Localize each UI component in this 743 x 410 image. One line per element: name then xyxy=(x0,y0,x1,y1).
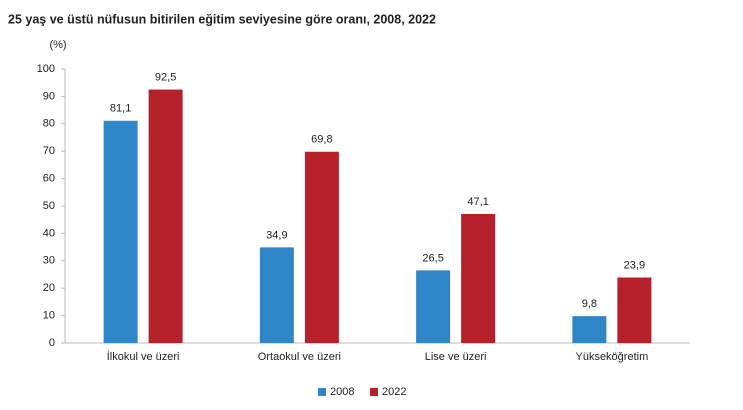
y-tick-label: 50 xyxy=(43,200,55,212)
y-axis-label: (%) xyxy=(49,39,66,51)
value-label: 34,9 xyxy=(266,229,287,241)
y-tick-label: 90 xyxy=(43,90,55,102)
y-tick-label: 30 xyxy=(43,255,55,267)
bar xyxy=(304,151,339,343)
x-tick-label: Ortaokul ve üzeri xyxy=(258,351,341,363)
x-tick-label: Yükseköğretim xyxy=(575,351,648,363)
x-tick-label: İlkokul ve üzeri xyxy=(107,350,180,363)
value-label: 81,1 xyxy=(110,103,131,115)
bar xyxy=(148,89,183,343)
bar xyxy=(259,247,294,343)
y-tick-label: 60 xyxy=(43,173,55,185)
bar xyxy=(461,213,496,343)
legend-label: 2022 xyxy=(382,386,406,398)
chart-title: 25 yaş ve üstü nüfusun bitirilen eğitim … xyxy=(8,12,436,26)
bar xyxy=(617,277,652,343)
y-tick-label: 70 xyxy=(43,145,55,157)
value-label: 47,1 xyxy=(467,196,488,208)
bar xyxy=(416,270,451,343)
y-tick-label: 10 xyxy=(43,310,55,322)
value-label: 9,8 xyxy=(582,298,597,310)
y-tick-label: 40 xyxy=(43,227,55,239)
bar xyxy=(572,316,607,343)
legend-label: 2008 xyxy=(330,386,354,398)
value-label: 23,9 xyxy=(624,259,645,271)
y-tick-label: 100 xyxy=(37,63,55,75)
legend-swatch xyxy=(318,388,326,396)
value-label: 26,5 xyxy=(422,252,443,264)
x-tick-label: Lise ve üzeri xyxy=(425,351,487,363)
bar xyxy=(103,120,138,343)
y-tick-label: 0 xyxy=(49,337,55,349)
value-label: 69,8 xyxy=(311,134,332,146)
legend-swatch xyxy=(370,388,378,396)
y-tick-label: 80 xyxy=(43,118,55,130)
y-tick-label: 20 xyxy=(43,282,55,294)
value-label: 92,5 xyxy=(155,71,176,83)
